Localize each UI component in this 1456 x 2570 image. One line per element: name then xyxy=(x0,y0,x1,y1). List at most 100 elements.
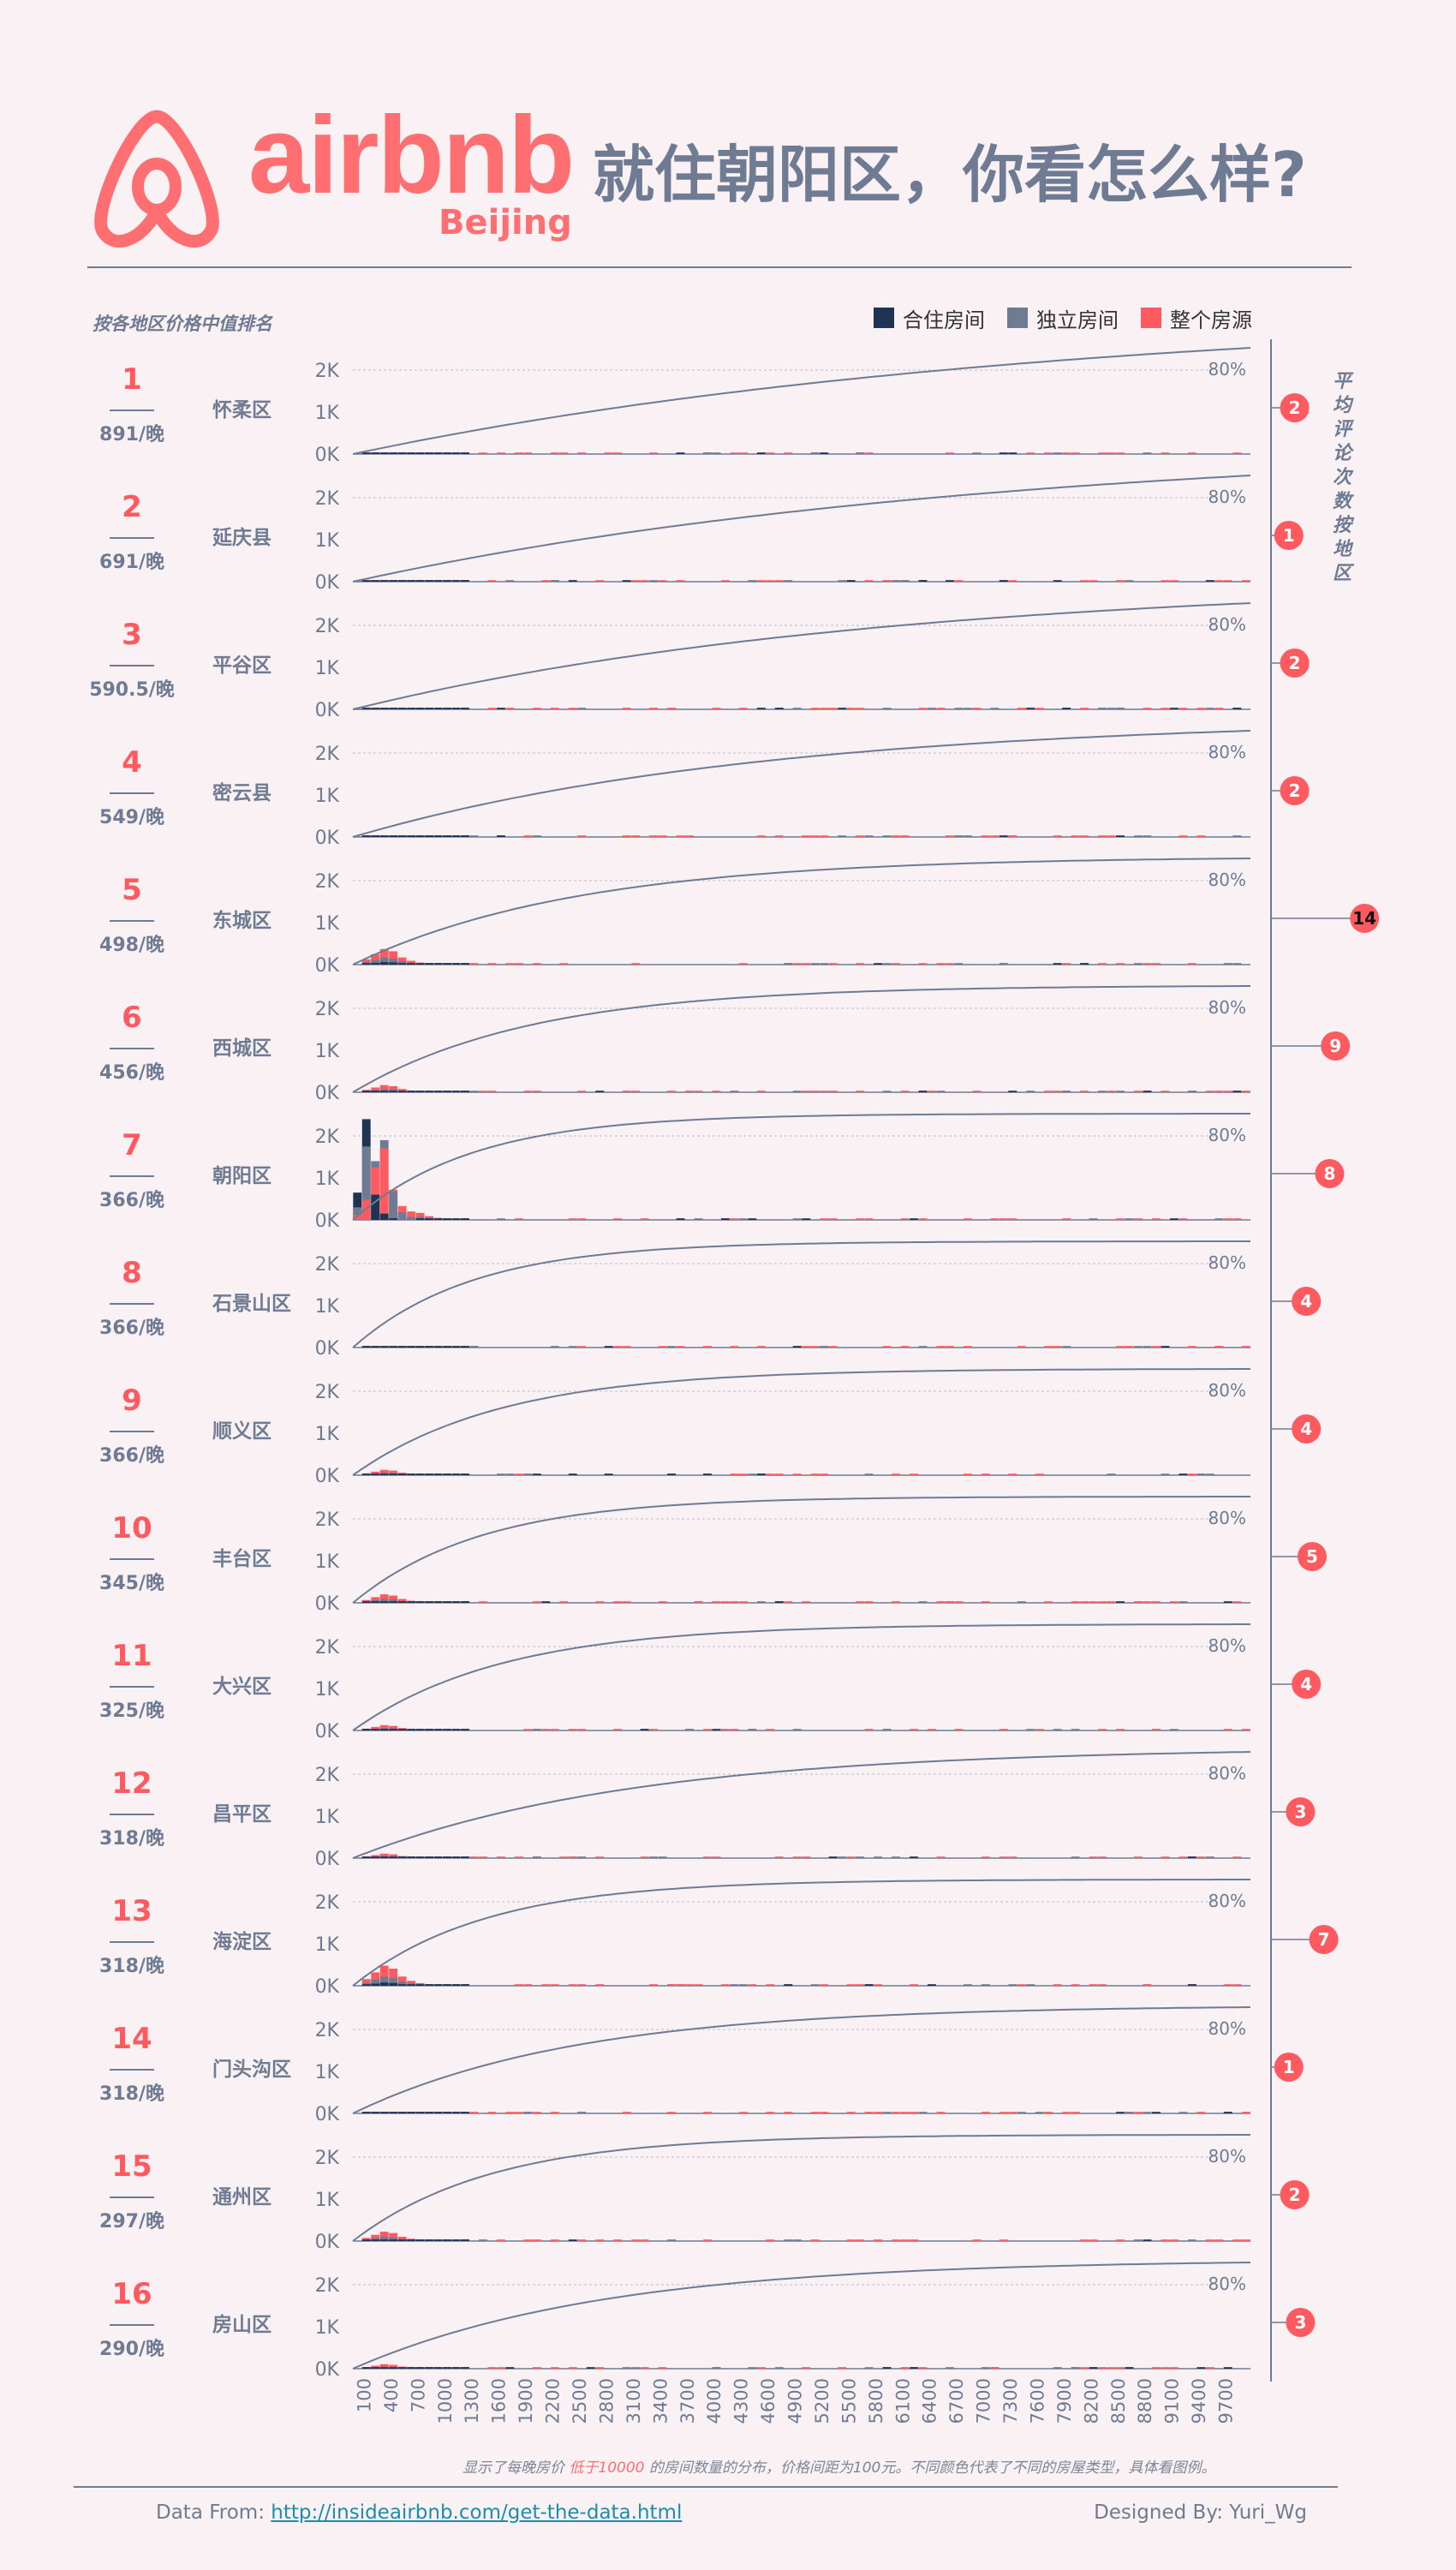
bar-entire-home xyxy=(864,452,874,454)
district-median-price: 318/晚 xyxy=(99,2083,164,2105)
y-tick-label: 1K xyxy=(315,658,340,679)
bar-entire-home xyxy=(874,2239,883,2241)
district-rank: 8 xyxy=(122,1256,142,1290)
y-tick-label: 1K xyxy=(315,1934,340,1956)
bar-private-room xyxy=(712,2367,721,2369)
bar-shared-room xyxy=(451,1729,461,1730)
bar-entire-home xyxy=(828,708,838,709)
bar-shared-room xyxy=(748,1218,757,1220)
bar-shared-room xyxy=(1026,708,1035,709)
bar-entire-home xyxy=(389,1470,398,1475)
bar-entire-home xyxy=(766,2112,775,2113)
bar-shared-room xyxy=(407,2367,416,2369)
review-count-dot xyxy=(1286,1797,1316,1826)
bar-shared-room xyxy=(425,1984,434,1986)
bar-entire-home xyxy=(936,1856,946,1858)
bar-entire-home xyxy=(720,1729,730,1730)
data-source-link[interactable]: http://insideairbnb.com/get-the-data.htm… xyxy=(271,2501,683,2524)
bar-private-room xyxy=(838,835,847,837)
y-tick-label: 2K xyxy=(315,871,340,893)
bar-shared-room xyxy=(415,1218,425,1220)
bar-entire-home xyxy=(568,2367,577,2369)
bar-entire-home xyxy=(945,963,954,965)
cumulative-line xyxy=(352,985,1250,1093)
bar-private-room xyxy=(792,1091,802,1092)
bar-entire-home xyxy=(918,2367,928,2369)
bar-shared-room xyxy=(379,708,389,709)
bar-private-room xyxy=(900,580,910,582)
bar-entire-home xyxy=(1107,1091,1116,1092)
bar-entire-home xyxy=(379,1594,389,1603)
bar-entire-home xyxy=(379,1085,389,1092)
bar-private-room xyxy=(954,708,964,709)
bar-entire-home xyxy=(945,835,954,837)
bar-shared-room xyxy=(703,1473,712,1475)
bar-shared-room xyxy=(604,1473,613,1475)
bar-shared-room xyxy=(443,963,451,965)
bar-entire-home xyxy=(1044,452,1053,454)
bar-entire-home xyxy=(928,1091,936,1092)
bar-entire-home xyxy=(631,963,641,965)
bar-entire-home xyxy=(856,708,865,709)
bar-entire-home xyxy=(1071,1984,1080,1986)
bar-entire-home xyxy=(828,1218,838,1220)
bar-entire-home xyxy=(1161,2239,1170,2241)
bar-private-room xyxy=(505,580,515,582)
bar-entire-home xyxy=(981,1856,990,1858)
cumulative-line xyxy=(352,1623,1250,1731)
bar-shared-room xyxy=(1062,708,1071,709)
bar-entire-home xyxy=(954,1601,964,1603)
bar-shared-room xyxy=(379,2239,389,2241)
bar-entire-home xyxy=(892,963,900,965)
bar-shared-room xyxy=(443,708,451,709)
bar-entire-home xyxy=(559,963,569,965)
district-name: 石景山区 xyxy=(212,1293,291,1315)
x-tick-label: 8500 xyxy=(1108,2378,1129,2424)
bar-entire-home xyxy=(892,2239,900,2241)
bar-entire-home xyxy=(774,580,784,582)
bar-entire-home xyxy=(658,835,667,837)
review-count-dot xyxy=(1292,1670,1322,1699)
bar-private-room xyxy=(1187,1091,1196,1092)
district-rank: 11 xyxy=(111,1639,152,1673)
bar-entire-home xyxy=(1214,1091,1224,1092)
bar-shared-room xyxy=(433,1473,443,1475)
y-tick-label: 2K xyxy=(315,1382,340,1403)
y-tick-label: 2K xyxy=(315,2020,340,2041)
district-rank: 12 xyxy=(111,1766,152,1801)
bar-entire-home xyxy=(828,1346,838,1348)
bar-private-room xyxy=(864,2367,874,2369)
bar-entire-home xyxy=(487,963,497,965)
bar-private-room xyxy=(874,1856,883,1858)
bar-entire-home xyxy=(658,580,667,582)
bar-shared-room xyxy=(415,1601,425,1603)
bar-entire-home xyxy=(622,708,631,709)
bar-private-room xyxy=(928,708,936,709)
bar-shared-room xyxy=(389,835,398,837)
bar-entire-home xyxy=(846,1984,856,1986)
x-tick-label: 700 xyxy=(408,2378,428,2412)
bar-entire-home xyxy=(487,708,497,709)
bar-shared-room xyxy=(461,1346,469,1348)
bar-entire-home xyxy=(1116,1729,1125,1730)
bar-entire-home xyxy=(595,1984,605,1986)
footnote-part: 的房间数量的分布，价格间距为100元。不同颜色代表了不同的房屋类型，具体看图例。 xyxy=(648,2459,1216,2477)
bar-entire-home xyxy=(397,1599,407,1603)
bar-entire-home xyxy=(1107,1601,1116,1603)
bar-shared-room xyxy=(1008,1091,1017,1092)
bar-private-room xyxy=(1062,1091,1071,1092)
district-rank: 6 xyxy=(122,1001,142,1035)
bar-private-room xyxy=(577,708,587,709)
bar-shared-room xyxy=(443,2239,451,2241)
bar-shared-room xyxy=(361,1473,371,1475)
bar-entire-home xyxy=(810,708,820,709)
bar-shared-room xyxy=(397,2239,407,2241)
bar-shared-room xyxy=(461,1984,469,1986)
y-tick-label: 1K xyxy=(315,1551,340,1573)
bar-private-room xyxy=(1134,963,1143,965)
district-rank: 2 xyxy=(122,490,142,524)
bar-entire-home xyxy=(1071,835,1080,837)
bar-shared-room xyxy=(451,1091,461,1092)
bar-entire-home xyxy=(856,2239,865,2241)
bar-entire-home xyxy=(379,2364,389,2369)
